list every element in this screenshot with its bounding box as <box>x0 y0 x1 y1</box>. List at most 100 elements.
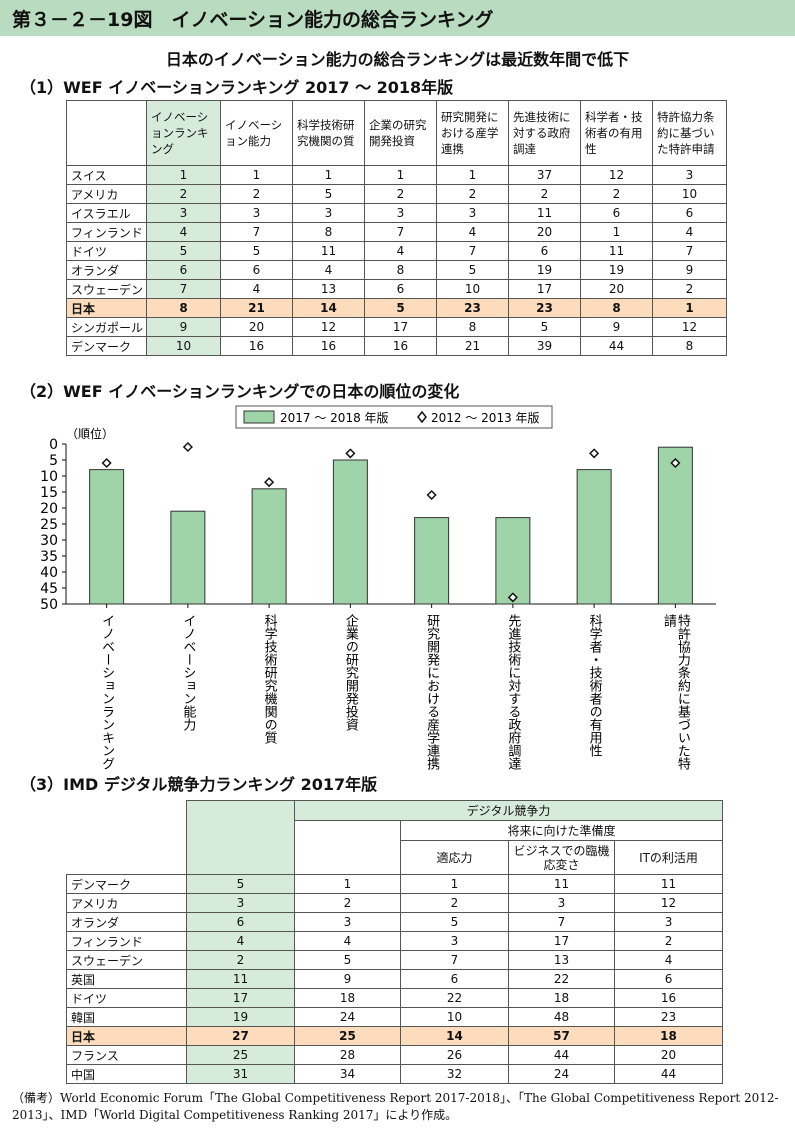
header-knowledge-tech-blank <box>295 821 401 875</box>
rank-cell: 3 <box>437 204 509 223</box>
x-tick-label: 請 <box>661 614 677 627</box>
rank-cell: 7 <box>221 223 293 242</box>
rank-cell: 3 <box>653 166 727 185</box>
col-header: イノベーション能力 <box>221 101 293 166</box>
table-corner <box>67 821 187 841</box>
rank-cell: 11 <box>187 970 295 989</box>
country-name: デンマーク <box>67 875 187 894</box>
rank-cell: 12 <box>581 166 653 185</box>
table-row: フィンランド 4 4 3 17 2 <box>67 932 723 951</box>
legend-label: 2017 ～ 2018 年版 <box>280 411 389 425</box>
rank-cell: 2 <box>581 185 653 204</box>
rank-cell: 11 <box>509 875 615 894</box>
rank-cell: 13 <box>509 951 615 970</box>
rank-cell: 2 <box>401 894 509 913</box>
rank-cell: 4 <box>187 932 295 951</box>
rank-cell: 25 <box>295 1027 401 1046</box>
figure-header: 第３－２－19図 イノベーション能力の総合ランキング <box>0 0 795 36</box>
figure-subtitle: 日本のイノベーション能力の総合ランキングは最近数年間で低下 <box>0 46 795 70</box>
rank-cell: 1 <box>401 875 509 894</box>
country-name: イスラエル <box>67 204 147 223</box>
country-name: デンマーク <box>67 337 147 356</box>
x-tick-label: 研究開発における産学連携 <box>424 614 440 770</box>
table-row: ドイツ 5 5 11 4 7 6 11 7 <box>67 242 727 261</box>
rank-cell: 6 <box>221 261 293 280</box>
rank-cell: 2 <box>437 185 509 204</box>
table-corner <box>67 801 187 821</box>
country-name: ドイツ <box>67 989 187 1008</box>
table-corner <box>67 841 187 875</box>
rank-cell: 3 <box>509 894 615 913</box>
rank-cell: 4 <box>653 223 727 242</box>
rank-cell: 1 <box>147 166 221 185</box>
rank-cell: 23 <box>509 299 581 318</box>
rank-cell: 20 <box>509 223 581 242</box>
col-header: 研究開発における産学連携 <box>437 101 509 166</box>
rank-cell: 9 <box>581 318 653 337</box>
marker-2012 <box>346 449 354 457</box>
rank-cell: 2 <box>365 185 437 204</box>
rank-cell: 32 <box>401 1065 509 1084</box>
rank-cell: 19 <box>509 261 581 280</box>
x-tick-label: 科学技術研究機関の質 <box>262 614 278 745</box>
rank-cell: 9 <box>295 970 401 989</box>
rank-cell: 1 <box>653 299 727 318</box>
y-tick-label: 30 <box>40 533 58 549</box>
rank-cell: 16 <box>615 989 723 1008</box>
rank-cell: 8 <box>437 318 509 337</box>
y-tick-label: 50 <box>40 597 58 613</box>
rank-cell: 24 <box>295 1008 401 1027</box>
rank-cell: 5 <box>187 875 295 894</box>
rank-cell: 11 <box>615 875 723 894</box>
x-tick-label: 科学者・技術者の有用性 <box>587 614 603 757</box>
rank-cell: 3 <box>365 204 437 223</box>
rank-cell: 3 <box>615 913 723 932</box>
rank-cell: 48 <box>509 1008 615 1027</box>
rank-cell: 7 <box>401 951 509 970</box>
rank-cell: 11 <box>293 242 365 261</box>
country-name: スウェーデン <box>67 280 147 299</box>
country-name: 中国 <box>67 1065 187 1084</box>
rank-cell: 18 <box>615 1027 723 1046</box>
rank-cell: 1 <box>581 223 653 242</box>
y-tick-label: 40 <box>40 565 58 581</box>
y-tick-label: 15 <box>40 485 58 501</box>
rank-cell: 6 <box>653 204 727 223</box>
rank-cell: 3 <box>221 204 293 223</box>
table-row: イスラエル 3 3 3 3 3 11 6 6 <box>67 204 727 223</box>
y-tick-label: 35 <box>40 549 58 565</box>
rank-cell: 4 <box>221 280 293 299</box>
y-tick-label: 20 <box>40 501 58 517</box>
country-name: フィンランド <box>67 223 147 242</box>
rank-cell: 4 <box>147 223 221 242</box>
bar <box>171 511 205 604</box>
rank-cell: 22 <box>509 970 615 989</box>
rank-cell: 18 <box>295 989 401 1008</box>
rank-cell: 26 <box>401 1046 509 1065</box>
rank-cell: 5 <box>509 318 581 337</box>
rank-cell: 16 <box>221 337 293 356</box>
rank-cell: 8 <box>147 299 221 318</box>
bar <box>415 518 449 604</box>
country-name: 日本 <box>67 1027 187 1046</box>
rank-cell: 44 <box>509 1046 615 1065</box>
rank-cell: 17 <box>509 932 615 951</box>
country-name: オランダ <box>67 261 147 280</box>
y-tick-label: 0 <box>49 437 58 453</box>
bar <box>496 518 530 604</box>
rank-cell: 2 <box>187 951 295 970</box>
x-tick-label: イノベーションランキング <box>99 614 115 770</box>
rank-cell: 9 <box>147 318 221 337</box>
bar <box>252 489 286 604</box>
rank-cell: 16 <box>365 337 437 356</box>
rank-cell: 8 <box>581 299 653 318</box>
rank-cell: 6 <box>187 913 295 932</box>
rank-cell: 17 <box>509 280 581 299</box>
rank-cell: 3 <box>401 932 509 951</box>
col-header: 科学技術研究機関の質 <box>293 101 365 166</box>
marker-2012 <box>265 478 273 486</box>
header-it-integration: ITの利活用 <box>615 841 723 875</box>
rank-cell: 1 <box>295 875 401 894</box>
rank-cell: 37 <box>509 166 581 185</box>
rank-cell: 20 <box>615 1046 723 1065</box>
